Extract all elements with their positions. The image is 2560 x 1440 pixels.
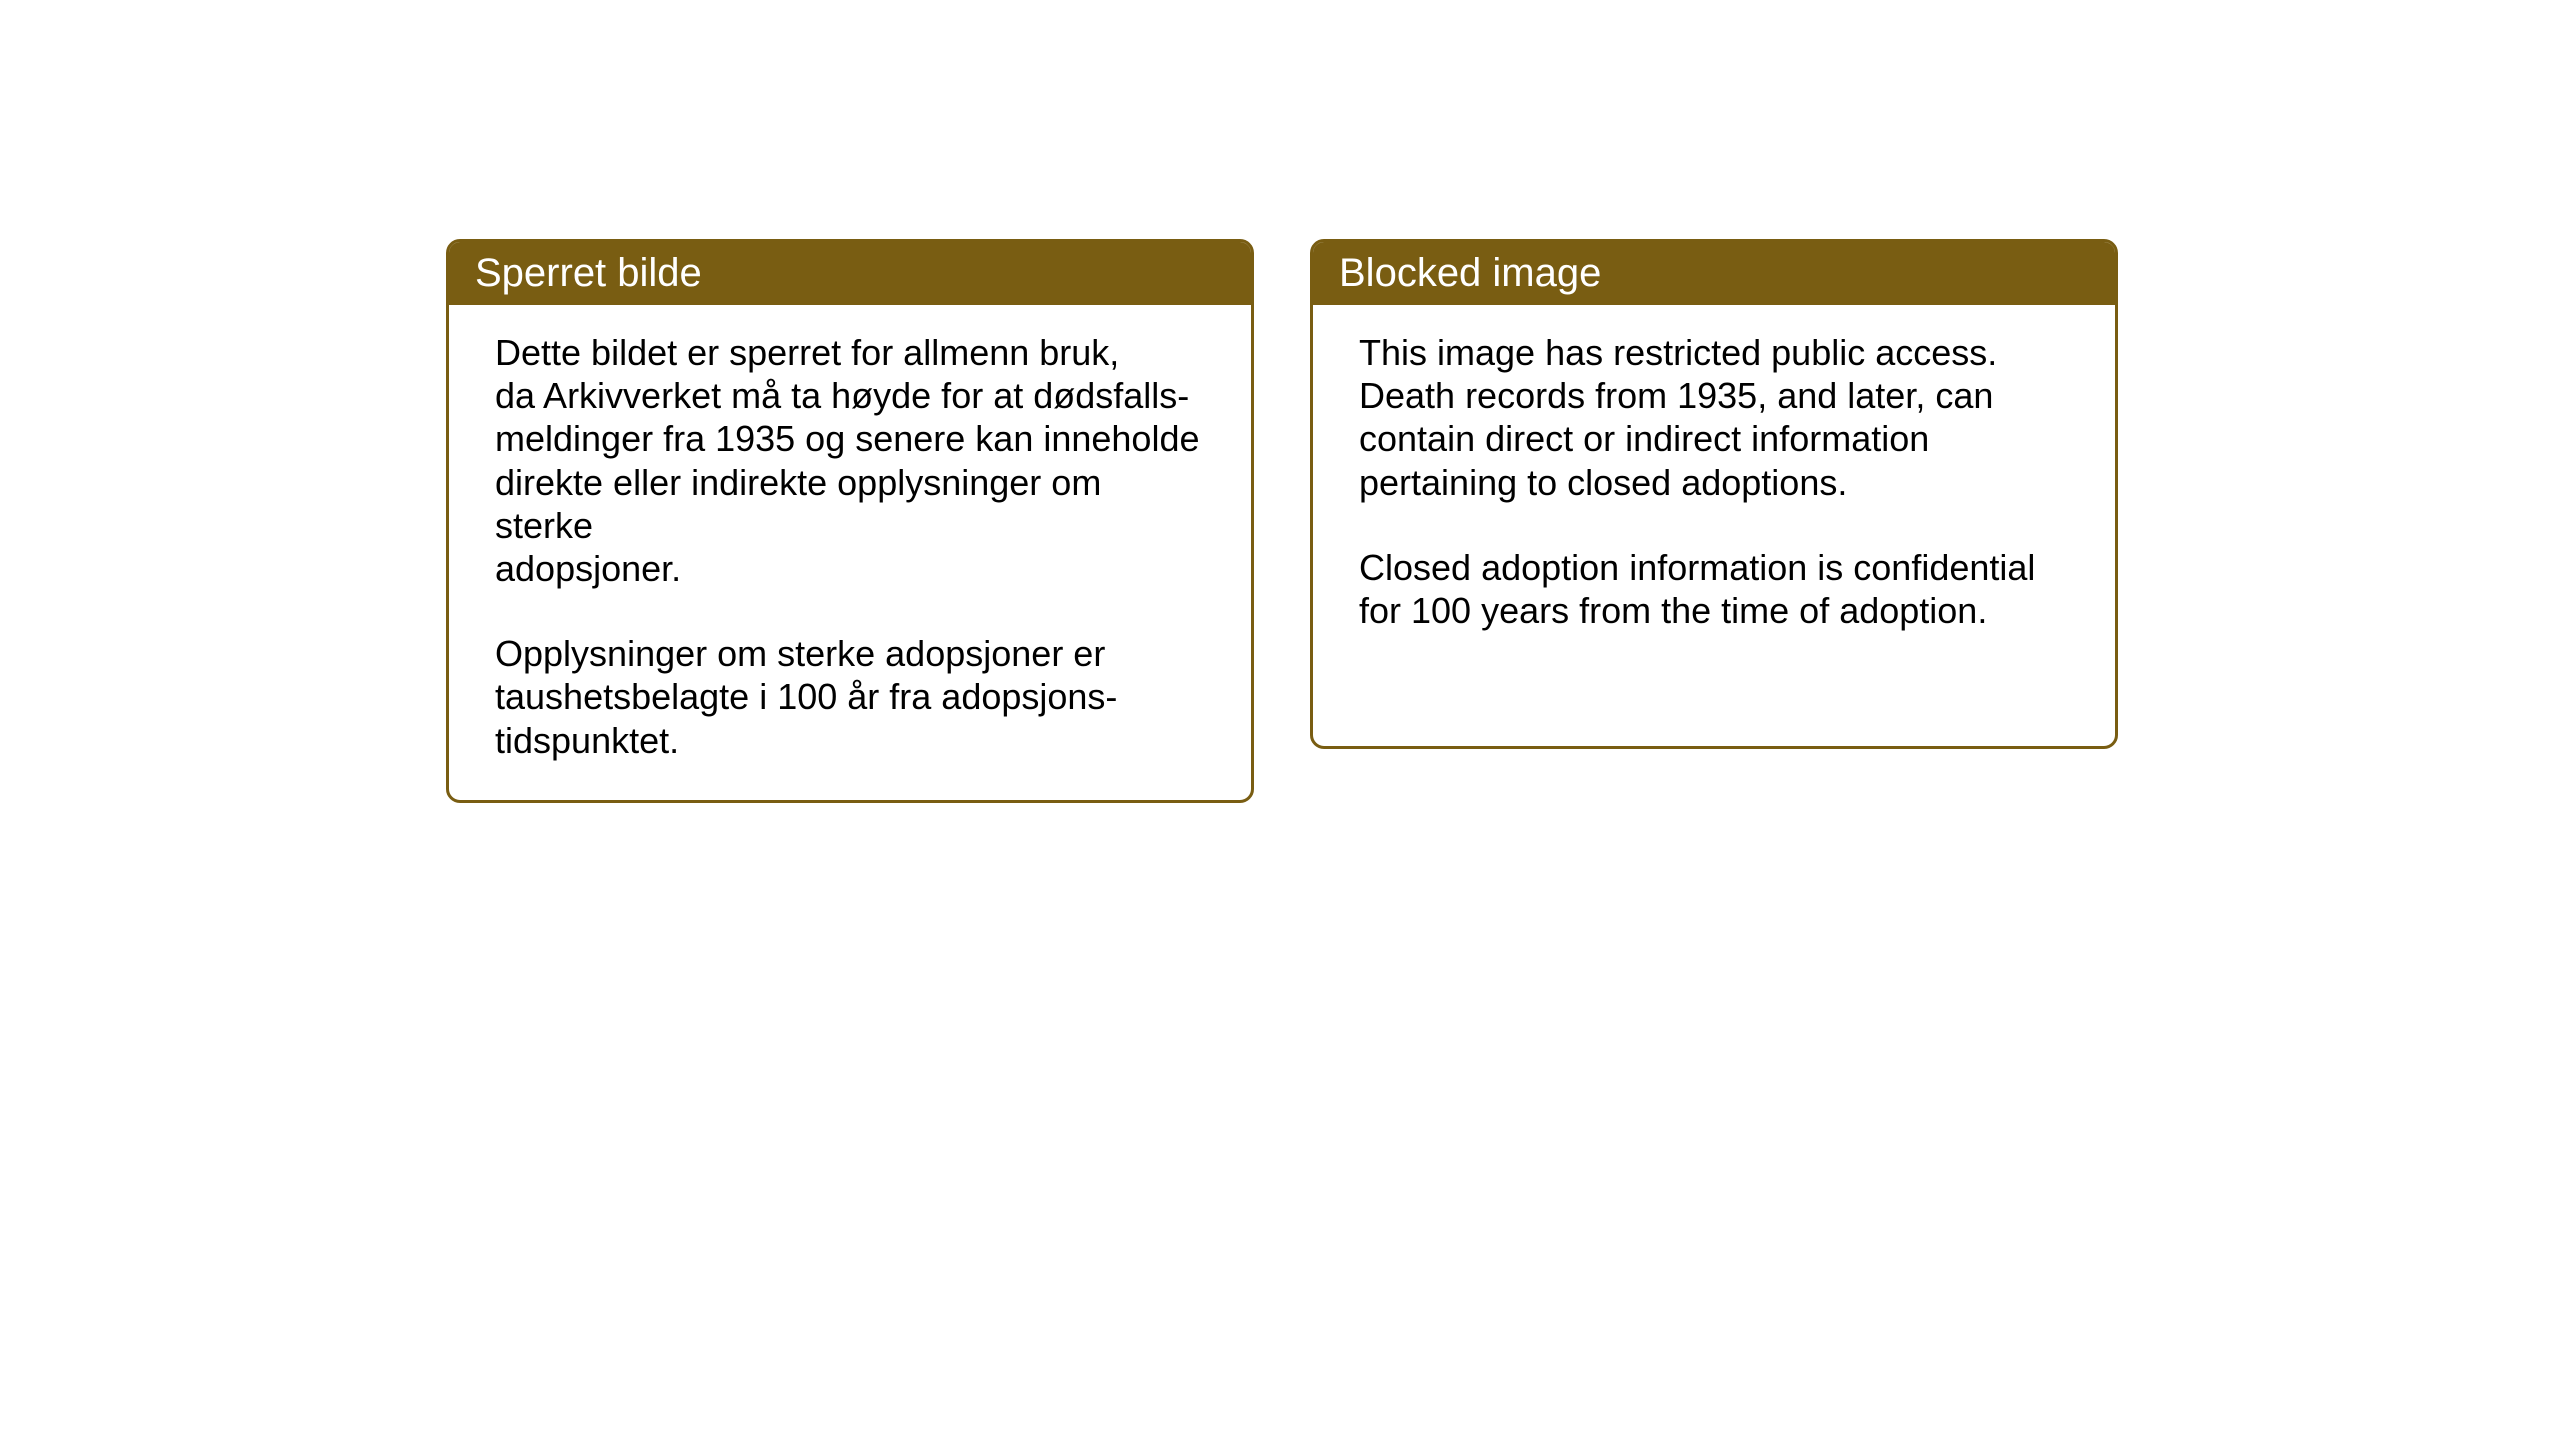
english-card-body: This image has restricted public access.… [1313, 305, 2115, 670]
text-line: meldinger fra 1935 og senere kan innehol… [495, 417, 1205, 460]
text-line: direkte eller indirekte opplysninger om … [495, 461, 1205, 547]
english-paragraph-2: Closed adoption information is confident… [1359, 546, 2069, 632]
text-line: taushetsbelagte i 100 år fra adopsjons- [495, 675, 1205, 718]
text-line: Dette bildet er sperret for allmenn bruk… [495, 331, 1205, 374]
norwegian-card-body: Dette bildet er sperret for allmenn bruk… [449, 305, 1251, 800]
text-line: Opplysninger om sterke adopsjoner er [495, 632, 1205, 675]
text-line: adopsjoner. [495, 547, 1205, 590]
english-notice-card: Blocked image This image has restricted … [1310, 239, 2118, 749]
text-line: for 100 years from the time of adoption. [1359, 589, 2069, 632]
english-title: Blocked image [1339, 251, 1601, 295]
text-line: da Arkivverket må ta høyde for at dødsfa… [495, 374, 1205, 417]
text-line: This image has restricted public access. [1359, 331, 2069, 374]
notice-container: Sperret bilde Dette bildet er sperret fo… [446, 239, 2118, 803]
text-line: Death records from 1935, and later, can [1359, 374, 2069, 417]
english-card-header: Blocked image [1313, 242, 2115, 305]
paragraph-spacer [495, 590, 1205, 632]
english-paragraph-1: This image has restricted public access.… [1359, 331, 2069, 504]
norwegian-title: Sperret bilde [475, 251, 702, 295]
text-line: contain direct or indirect information [1359, 417, 2069, 460]
text-line: tidspunktet. [495, 719, 1205, 762]
norwegian-card-header: Sperret bilde [449, 242, 1251, 305]
paragraph-spacer [1359, 504, 2069, 546]
norwegian-paragraph-2: Opplysninger om sterke adopsjoner er tau… [495, 632, 1205, 762]
norwegian-notice-card: Sperret bilde Dette bildet er sperret fo… [446, 239, 1254, 803]
text-line: Closed adoption information is confident… [1359, 546, 2069, 589]
text-line: pertaining to closed adoptions. [1359, 461, 2069, 504]
norwegian-paragraph-1: Dette bildet er sperret for allmenn bruk… [495, 331, 1205, 590]
